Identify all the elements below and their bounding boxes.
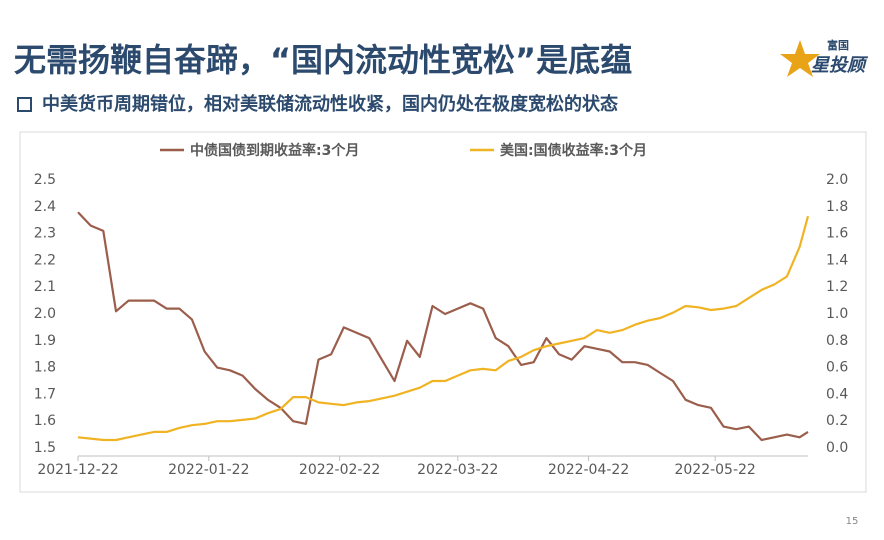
y-tick-label: 1.8 [34, 360, 56, 376]
legend-label: 美国:国债收益率:3个月 [500, 142, 647, 159]
series-line [77, 215, 810, 442]
y-tick-label: 2.2 [34, 252, 56, 268]
x-tick-label: 2022-01-22 [168, 462, 249, 478]
legend-label: 中债国债到期收益率:3个月 [190, 142, 359, 159]
x-tick-label: 2022-05-22 [674, 462, 755, 478]
y2-tick-label: 1.4 [826, 252, 848, 268]
logo-main: 星投顾 [811, 55, 869, 76]
logo-top: 富国 [827, 38, 849, 52]
x-tick-label: 2021-12-22 [37, 462, 118, 478]
x-tick-label: 2022-03-22 [417, 462, 498, 478]
y-tick-label: 1.5 [34, 440, 56, 456]
bullet [17, 97, 32, 112]
y2-tick-label: 0.8 [826, 333, 848, 349]
y2-tick-label: 2.0 [826, 172, 848, 188]
y2-tick-label: 0.0 [826, 440, 848, 456]
x-tick-label: 2022-04-22 [548, 462, 629, 478]
slide-subtitle: 中美货币周期错位，相对美联储流动性收紧，国内仍处在极度宽松的状态 [42, 93, 618, 115]
y-tick-label: 2.5 [34, 172, 56, 188]
y2-tick-label: 1.6 [826, 226, 848, 242]
y2-tick-label: 1.2 [826, 279, 848, 295]
y2-tick-label: 1.8 [826, 199, 848, 215]
y-tick-label: 1.6 [34, 413, 56, 429]
y2-tick-label: 1.0 [826, 306, 848, 322]
series-line [77, 211, 809, 442]
y-tick-label: 1.7 [34, 386, 56, 402]
slide-title: 无需扬鞭自奋蹄，“国内流动性宽松”是底蕴 [14, 41, 632, 79]
y-tick-label: 2.4 [34, 199, 56, 215]
y-tick-label: 2.1 [34, 279, 56, 295]
y2-tick-label: 0.6 [826, 360, 848, 376]
page-number: 15 [846, 516, 859, 527]
y2-tick-label: 0.4 [826, 386, 848, 402]
y-tick-label: 2.3 [34, 226, 56, 242]
y-tick-label: 2.0 [34, 306, 56, 322]
x-tick-label: 2022-02-22 [299, 462, 380, 478]
y-tick-label: 1.9 [34, 333, 56, 349]
chart-frame [19, 131, 867, 493]
logo-star [780, 40, 820, 77]
y2-tick-label: 0.2 [826, 413, 848, 429]
